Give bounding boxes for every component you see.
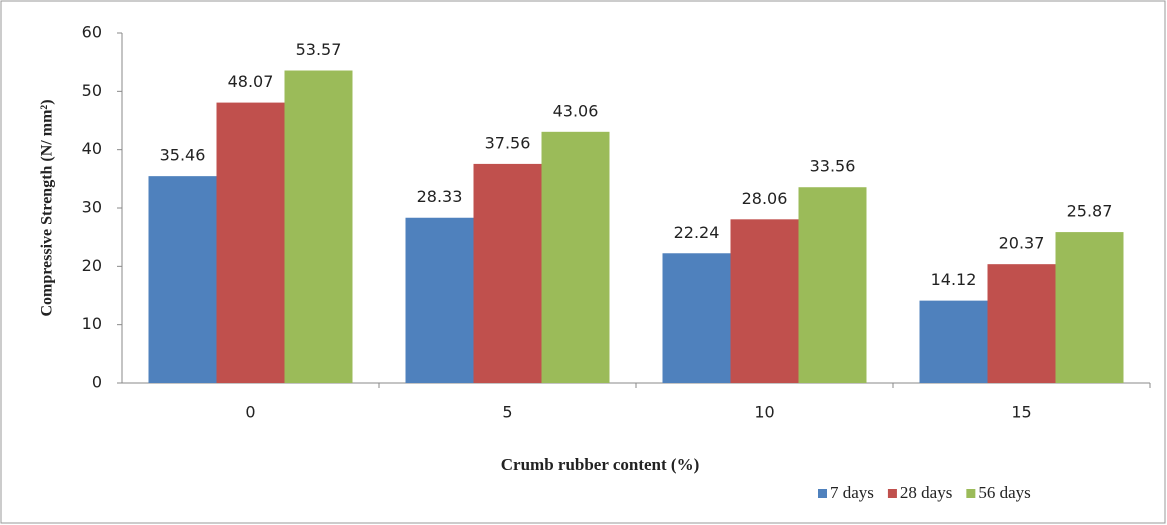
legend-swatch (966, 489, 976, 498)
x-tick-label: 5 (502, 403, 512, 422)
y-tick-label: 40 (82, 139, 102, 158)
x-tick-label: 0 (245, 403, 255, 422)
legend-label: 7 days (830, 483, 874, 502)
legend-label: 28 days (900, 483, 952, 502)
bar (798, 187, 867, 383)
data-label: 20.37 (999, 234, 1045, 253)
data-label: 22.24 (674, 223, 720, 242)
bar (730, 219, 799, 383)
legend-swatch (887, 489, 897, 498)
bar (148, 176, 217, 383)
y-tick-label: 50 (82, 81, 102, 100)
y-tick-label: 30 (82, 198, 102, 217)
y-tick-label: 20 (82, 256, 102, 275)
data-label: 28.33 (417, 187, 463, 206)
bar (987, 264, 1056, 383)
data-label: 43.06 (553, 101, 599, 120)
data-label: 37.56 (485, 133, 531, 152)
data-label: 25.87 (1067, 202, 1113, 221)
data-label: 53.57 (296, 40, 342, 59)
bar (405, 217, 474, 383)
data-label: 28.06 (742, 189, 788, 208)
data-label: 35.46 (160, 146, 206, 165)
x-tick-label: 10 (754, 403, 774, 422)
bar (1055, 232, 1124, 383)
y-tick-label: 10 (82, 314, 102, 333)
x-axis-label: Crumb rubber content (%) (501, 455, 699, 474)
bar (216, 102, 285, 383)
data-label: 14.12 (931, 270, 977, 289)
y-axis-label: Compressive Strength (N/ mm²) (39, 99, 56, 316)
bar (541, 131, 610, 383)
bar (919, 300, 988, 383)
bar (473, 163, 542, 383)
bar (284, 70, 353, 383)
legend-label: 56 days (978, 483, 1030, 502)
x-tick-label: 15 (1011, 403, 1031, 422)
bar (662, 253, 731, 383)
y-tick-label: 0 (92, 373, 102, 392)
data-label: 33.56 (810, 157, 856, 176)
data-label: 48.07 (228, 72, 274, 91)
legend-swatch (818, 489, 827, 498)
y-tick-label: 60 (82, 23, 102, 42)
